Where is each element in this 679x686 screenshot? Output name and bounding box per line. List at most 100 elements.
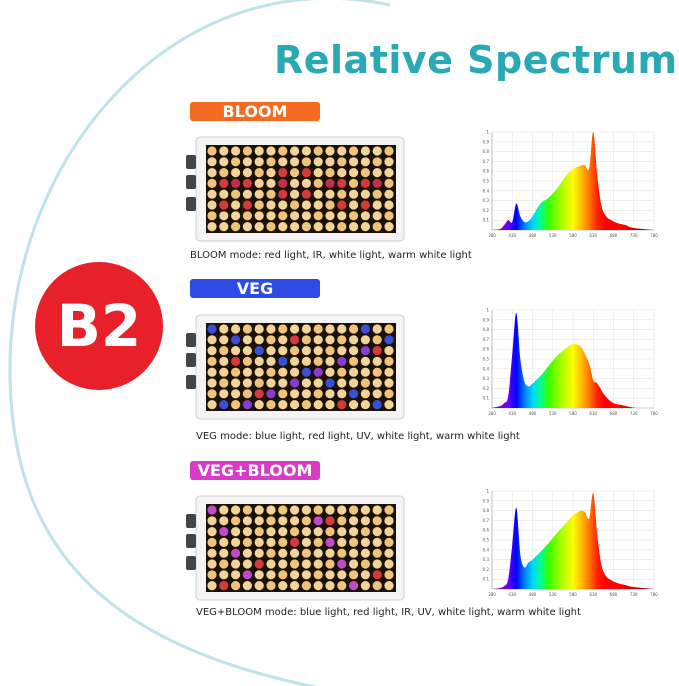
led-diode bbox=[360, 222, 370, 232]
led-diode bbox=[301, 146, 311, 156]
led-diode bbox=[360, 570, 370, 580]
led-diode bbox=[313, 505, 323, 515]
led-diode bbox=[360, 400, 370, 410]
y-tick-label: 0.5 bbox=[483, 179, 490, 184]
led-diode bbox=[254, 346, 264, 356]
led-diode bbox=[290, 200, 300, 210]
led-diode bbox=[313, 378, 323, 388]
led-diode bbox=[231, 346, 241, 356]
x-tick-label: 530 bbox=[549, 411, 557, 416]
led-diode bbox=[313, 168, 323, 178]
led-diode bbox=[349, 335, 359, 345]
led-diode bbox=[278, 324, 288, 334]
led-diode bbox=[313, 189, 323, 199]
led-diode bbox=[349, 516, 359, 526]
led-diode bbox=[290, 559, 300, 569]
x-tick-label: 480 bbox=[529, 233, 537, 238]
led-diode bbox=[231, 548, 241, 558]
led-diode bbox=[290, 389, 300, 399]
led-diode bbox=[290, 378, 300, 388]
led-diode bbox=[313, 324, 323, 334]
led-diode bbox=[349, 559, 359, 569]
x-tick-label: 580 bbox=[569, 592, 577, 597]
led-diode bbox=[242, 516, 252, 526]
led-diode bbox=[384, 570, 394, 580]
y-tick-label: 0.3 bbox=[483, 198, 490, 203]
led-diode bbox=[266, 548, 276, 558]
led-diode bbox=[372, 222, 382, 232]
led-diode bbox=[325, 346, 335, 356]
led-diode bbox=[254, 178, 264, 188]
led-diode bbox=[372, 335, 382, 345]
led-diode bbox=[349, 537, 359, 547]
led-diode bbox=[219, 157, 229, 167]
led-diode bbox=[337, 200, 347, 210]
led-diode bbox=[290, 346, 300, 356]
led-diode bbox=[231, 324, 241, 334]
veg-led-panel bbox=[186, 314, 405, 420]
led-diode bbox=[231, 157, 241, 167]
led-diode bbox=[372, 378, 382, 388]
led-diode bbox=[372, 570, 382, 580]
led-diode bbox=[349, 389, 359, 399]
led-diode bbox=[207, 559, 217, 569]
led-diode bbox=[219, 527, 229, 537]
led-diode bbox=[313, 389, 323, 399]
led-diode bbox=[231, 367, 241, 377]
panel-connector bbox=[186, 333, 196, 347]
led-diode bbox=[301, 400, 311, 410]
led-diode bbox=[266, 168, 276, 178]
led-diode bbox=[242, 189, 252, 199]
led-diode bbox=[313, 200, 323, 210]
led-diode bbox=[219, 168, 229, 178]
led-diode bbox=[219, 516, 229, 526]
led-diode bbox=[372, 367, 382, 377]
panel-connector bbox=[186, 534, 196, 548]
led-diode bbox=[360, 168, 370, 178]
x-tick-label: 380 bbox=[488, 411, 496, 416]
led-diode bbox=[254, 146, 264, 156]
led-diode bbox=[266, 367, 276, 377]
led-diode bbox=[254, 367, 264, 377]
led-diode bbox=[231, 146, 241, 156]
led-diode bbox=[278, 537, 288, 547]
led-diode bbox=[372, 400, 382, 410]
led-diode bbox=[254, 378, 264, 388]
led-diode bbox=[325, 581, 335, 591]
led-diode bbox=[231, 559, 241, 569]
led-diode bbox=[337, 324, 347, 334]
led-diode bbox=[301, 168, 311, 178]
led-diode bbox=[266, 146, 276, 156]
led-diode bbox=[313, 346, 323, 356]
led-diode bbox=[290, 581, 300, 591]
led-diode bbox=[384, 324, 394, 334]
led-diode bbox=[219, 146, 229, 156]
led-diode bbox=[207, 222, 217, 232]
y-tick-label: 0.1 bbox=[483, 396, 490, 401]
led-diode bbox=[372, 389, 382, 399]
spectrum-area bbox=[492, 131, 654, 230]
led-diode bbox=[231, 516, 241, 526]
led-diode bbox=[266, 559, 276, 569]
led-diode bbox=[360, 367, 370, 377]
y-tick-label: 0.2 bbox=[483, 208, 490, 213]
led-diode bbox=[337, 356, 347, 366]
led-diode bbox=[242, 505, 252, 515]
led-diode bbox=[266, 527, 276, 537]
led-diode bbox=[231, 581, 241, 591]
led-diode bbox=[278, 178, 288, 188]
led-diode bbox=[313, 559, 323, 569]
led-diode bbox=[254, 548, 264, 558]
led-diode bbox=[242, 378, 252, 388]
led-diode bbox=[372, 527, 382, 537]
led-diode bbox=[242, 570, 252, 580]
y-tick-label: 0.3 bbox=[483, 557, 490, 562]
led-diode bbox=[337, 400, 347, 410]
led-diode bbox=[207, 146, 217, 156]
y-tick-label: 0.8 bbox=[483, 508, 490, 513]
led-diode bbox=[207, 389, 217, 399]
y-tick-label: 0.6 bbox=[483, 528, 490, 533]
led-diode bbox=[301, 178, 311, 188]
led-diode bbox=[384, 189, 394, 199]
led-diode bbox=[207, 324, 217, 334]
